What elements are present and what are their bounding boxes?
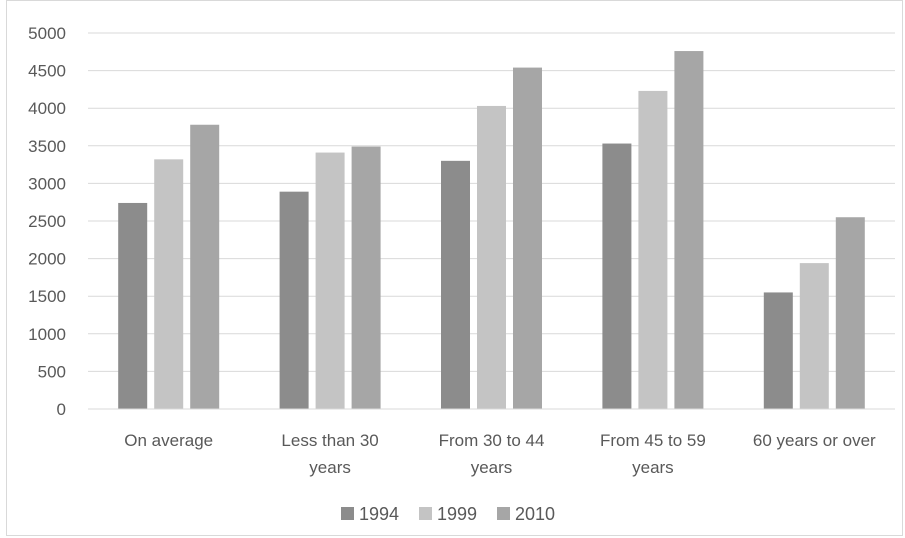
x-tick-label: 60 years or over <box>753 431 876 450</box>
bar-2010-4 <box>835 217 865 409</box>
bar-1994-3 <box>602 143 632 409</box>
gridlines <box>88 32 895 372</box>
y-tick-label: 2000 <box>28 250 66 269</box>
x-tick-label: On average <box>124 431 213 450</box>
y-tick-label: 3000 <box>28 174 66 193</box>
x-tick-label: years <box>309 458 351 477</box>
bar-2010-2 <box>513 67 542 409</box>
bar-2010-0 <box>190 124 220 409</box>
bars <box>118 51 865 410</box>
legend-label: 2010 <box>515 504 555 524</box>
x-tick-label: Less than 30 <box>281 431 378 450</box>
legend-swatch-1999 <box>419 507 432 520</box>
legend-swatch-1994 <box>341 507 354 520</box>
x-tick-label: years <box>471 458 513 477</box>
y-tick-label: 0 <box>57 400 66 419</box>
legend: 1994 1999 2010 <box>341 504 555 524</box>
bar-1999-3 <box>638 90 668 410</box>
y-tick-label: 1000 <box>28 325 66 344</box>
legend-swatch-2010 <box>497 507 510 520</box>
bar-1994-4 <box>763 292 793 409</box>
bar-2010-3 <box>674 51 704 409</box>
y-tick-label: 1500 <box>28 287 66 306</box>
bar-1994-1 <box>279 191 309 409</box>
x-axis: On average Less than 30 years From 30 to 44… <box>88 408 895 477</box>
bar-1999-2 <box>477 105 506 409</box>
y-axis: 0 500 1000 1500 2000 2500 3000 3500 4000 4500 5000 <box>28 24 66 419</box>
y-tick-label: 500 <box>38 362 66 381</box>
y-tick-label: 4000 <box>28 99 66 118</box>
bar-2010-1 <box>351 146 381 409</box>
bar-1999-4 <box>799 263 829 409</box>
legend-label: 1999 <box>437 504 477 524</box>
x-tick-label: From 45 to 59 <box>600 431 706 450</box>
x-tick-label: years <box>632 458 674 477</box>
bar-1994-0 <box>118 202 148 409</box>
x-tick-label: From 30 to 44 <box>439 431 545 450</box>
legend-label: 1994 <box>359 504 399 524</box>
bar-1999-0 <box>154 159 184 409</box>
y-tick-label: 2500 <box>28 212 66 231</box>
bar-1994-2 <box>441 160 470 409</box>
y-tick-label: 3500 <box>28 137 66 156</box>
bar-1999-1 <box>315 152 345 409</box>
y-tick-label: 5000 <box>28 24 66 43</box>
y-tick-label: 4500 <box>28 62 66 81</box>
